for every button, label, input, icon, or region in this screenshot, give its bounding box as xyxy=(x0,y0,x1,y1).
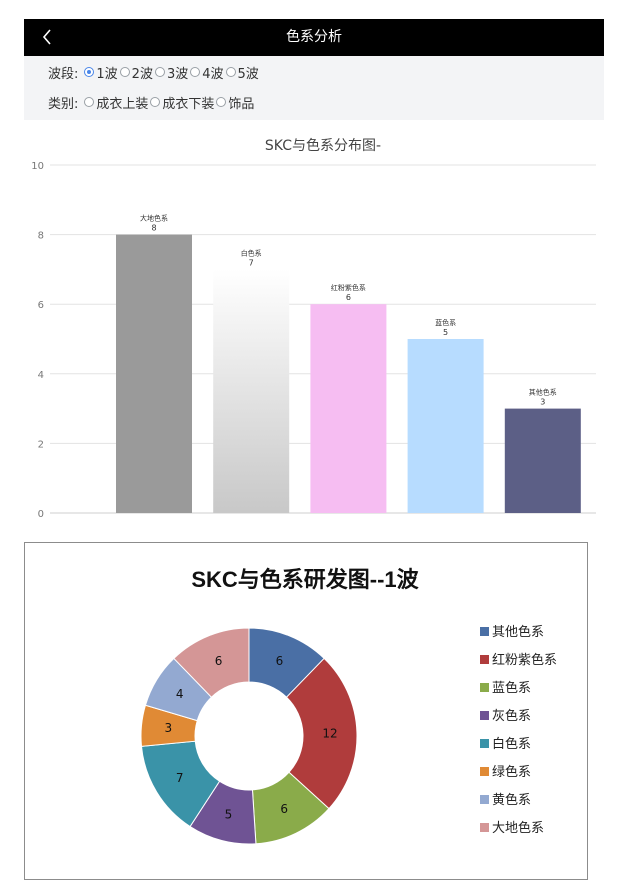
legend-swatch xyxy=(480,739,489,748)
bar-category-label: 白色系 xyxy=(241,248,262,257)
legend-swatch xyxy=(480,627,489,636)
slice-value-label: 3 xyxy=(165,721,173,735)
radio-icon[interactable] xyxy=(84,67,95,77)
y-tick-label: 4 xyxy=(38,370,44,381)
y-tick-label: 0 xyxy=(38,509,44,520)
legend-swatch xyxy=(480,683,489,692)
category-option[interactable]: 成衣上装 xyxy=(84,93,148,112)
wave-option[interactable]: 1波 xyxy=(84,63,118,82)
legend-label: 绿色系 xyxy=(492,764,531,780)
slice-value-label: 6 xyxy=(215,654,223,668)
slice-value-label: 5 xyxy=(225,807,233,821)
y-tick-label: 2 xyxy=(38,439,44,450)
category-label: 类别: xyxy=(48,96,79,112)
radio-icon[interactable] xyxy=(190,67,201,77)
wave-option-label: 1波 xyxy=(96,66,118,82)
bar-value-label: 3 xyxy=(540,398,545,407)
wave-option-label: 5波 xyxy=(237,66,259,82)
legend-swatch xyxy=(480,711,489,720)
wave-option[interactable]: 5波 xyxy=(225,63,259,82)
skc-color-bar-chart: SKC与色系分布图-0246810大地色系8白色系7红粉紫色系6蓝色系5其他色系… xyxy=(31,137,596,520)
bar xyxy=(407,339,484,513)
radio-icon[interactable] xyxy=(119,67,130,77)
radio-icon[interactable] xyxy=(216,97,227,107)
wave-option[interactable]: 4波 xyxy=(190,63,224,82)
bar-value-label: 7 xyxy=(249,258,254,267)
legend-label: 红粉紫色系 xyxy=(492,652,557,668)
wave-filter-row: 波段: 1波 2波 3波 4波 5波 xyxy=(48,60,261,84)
bar-category-label: 大地色系 xyxy=(140,214,168,223)
donut-chart-title: SKC与色系研发图--1波 xyxy=(191,567,419,592)
bar-chart-title: SKC与色系分布图- xyxy=(265,137,381,154)
legend-swatch xyxy=(480,767,489,776)
y-tick-label: 6 xyxy=(38,300,44,311)
legend-label: 灰色系 xyxy=(492,708,531,724)
category-option-label: 成衣下装 xyxy=(162,96,215,112)
category-option[interactable]: 成衣下装 xyxy=(150,93,214,112)
bar xyxy=(116,234,192,513)
y-tick-label: 10 xyxy=(31,161,44,172)
bar-category-label: 蓝色系 xyxy=(435,318,456,327)
bar-category-label: 其他色系 xyxy=(529,388,557,397)
legend-label: 黄色系 xyxy=(492,792,531,808)
legend-swatch xyxy=(480,655,489,664)
donut-slice xyxy=(285,657,358,810)
category-option-label: 饰品 xyxy=(228,96,255,112)
bar-value-label: 8 xyxy=(151,224,156,233)
donut-slice xyxy=(173,627,250,698)
category-option-label: 成衣上装 xyxy=(96,96,149,112)
wave-option[interactable]: 3波 xyxy=(154,63,189,82)
radio-icon[interactable] xyxy=(225,67,236,77)
legend-swatch xyxy=(480,823,489,832)
chevron-left-icon[interactable] xyxy=(38,25,58,49)
bar xyxy=(310,304,387,513)
app-header: 色系分析 xyxy=(24,19,604,56)
legend-swatch xyxy=(480,795,489,804)
wave-option-label: 4波 xyxy=(202,66,224,82)
skc-color-donut-chart: SKC与色系研发图--1波 6 12 6 5 7 3 4 6 其他色系红粉紫色系蓝色系灰色系白色系… xyxy=(140,567,557,845)
legend-label: 其他色系 xyxy=(492,624,544,640)
page-title: 色系分析 xyxy=(286,29,342,45)
filter-panel: 波段: 1波 2波 3波 4波 5波 类别: 成衣上装 成衣下装 饰品 xyxy=(24,56,604,120)
slice-value-label: 6 xyxy=(276,654,284,668)
wave-option[interactable]: 2波 xyxy=(119,63,153,82)
bar xyxy=(213,269,290,513)
slice-value-label: 7 xyxy=(176,771,184,785)
bar-value-label: 5 xyxy=(443,328,448,337)
radio-icon[interactable] xyxy=(154,67,165,77)
slice-value-label: 4 xyxy=(176,687,184,701)
legend-label: 大地色系 xyxy=(492,820,544,836)
legend-label: 蓝色系 xyxy=(492,680,531,696)
wave-label: 波段: xyxy=(48,66,79,82)
legend-label: 白色系 xyxy=(492,736,531,752)
wave-option-label: 2波 xyxy=(131,66,153,82)
bar-category-label: 红粉紫色系 xyxy=(331,283,366,292)
wave-option-label: 3波 xyxy=(166,66,189,82)
slice-value-label: 6 xyxy=(280,802,288,816)
category-filter-row: 类别: 成衣上装 成衣下装 饰品 xyxy=(48,90,256,114)
radio-icon[interactable] xyxy=(84,97,95,107)
y-tick-label: 8 xyxy=(38,231,44,242)
donut-chart-frame: SKC与色系研发图--1波 6 12 6 5 7 3 4 6 其他色系红粉紫色系蓝色系灰色系白色系… xyxy=(24,542,588,880)
bar xyxy=(504,408,581,513)
bar-value-label: 6 xyxy=(346,293,351,302)
radio-icon[interactable] xyxy=(150,97,161,107)
category-option[interactable]: 饰品 xyxy=(216,93,254,112)
slice-value-label: 12 xyxy=(322,726,337,740)
